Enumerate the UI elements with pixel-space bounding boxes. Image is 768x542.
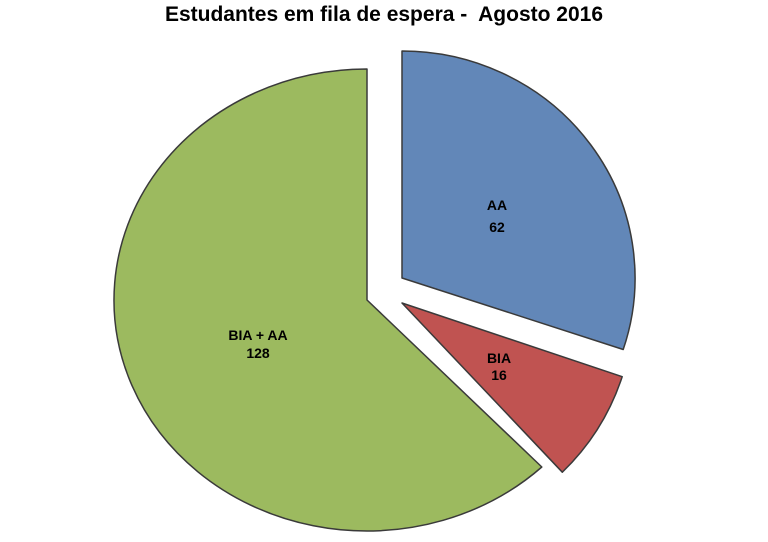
slice-value-aa: 62 xyxy=(489,219,505,235)
slice-label-bia-aa: BIA + AA xyxy=(228,327,288,343)
slice-value-bia-aa: 128 xyxy=(246,345,270,361)
pie-slice-aa xyxy=(401,50,636,351)
slice-label-aa: AA xyxy=(486,197,508,213)
pie-slice-bia xyxy=(401,302,623,473)
slice-value-bia: 16 xyxy=(491,367,507,383)
pie-slice-bia-aa xyxy=(113,68,543,532)
chart-title: Estudantes em fila de espera - Agosto 20… xyxy=(164,3,604,26)
slice-label-bia: BIA xyxy=(486,350,512,366)
